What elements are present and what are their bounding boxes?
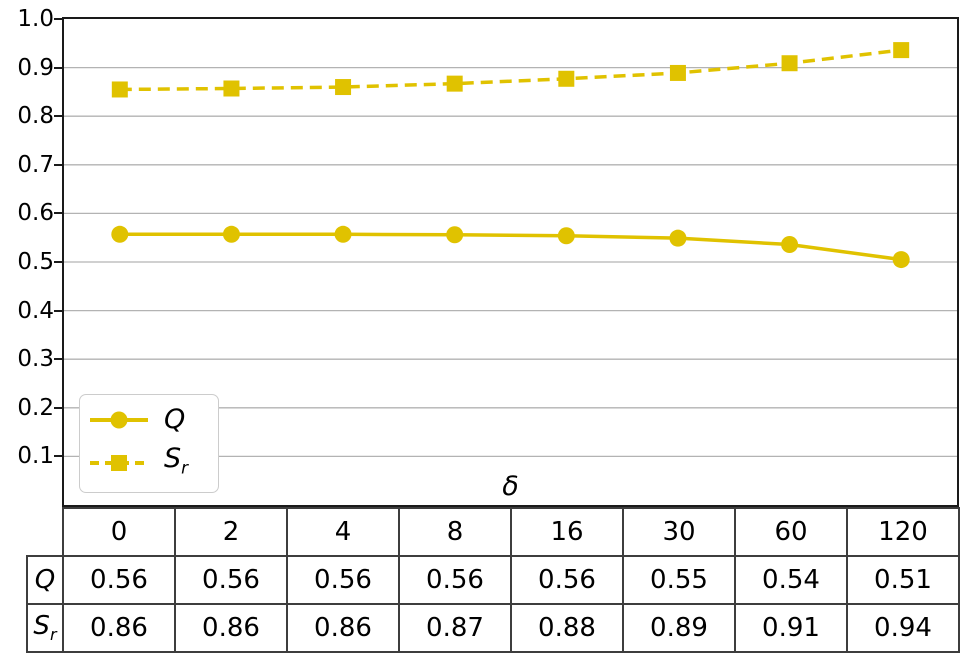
- legend-sample-solid-circle: [90, 411, 148, 429]
- y-tick-mark: [54, 309, 62, 312]
- marker-square: [335, 79, 352, 96]
- table-cell: 0.55: [622, 555, 736, 605]
- legend-sample-dashed-square: [90, 455, 148, 472]
- y-tick-label: 0.5: [17, 249, 54, 275]
- y-tick-mark: [54, 163, 62, 166]
- legend: Q Sr: [79, 394, 219, 493]
- table-cell: 0.87: [398, 603, 512, 653]
- marker-circle: [446, 226, 464, 244]
- table-cell: 0.89: [622, 603, 736, 653]
- table-cell: 0.94: [846, 603, 960, 653]
- y-tick-mark: [54, 115, 62, 118]
- table-row: Q 0.56 0.56 0.56 0.56 0.56 0.55 0.54 0.51: [26, 555, 960, 605]
- data-table: 0 2 4 8 16 30 60 120 Q 0.56 0.56 0.56 0.56 0.56 0.55 0.…: [26, 507, 960, 653]
- table-header-cell: 30: [622, 507, 736, 557]
- marker-square: [669, 64, 686, 81]
- marker-square: [111, 81, 128, 98]
- legend-label: Q: [164, 403, 186, 435]
- table-cell: 0.56: [62, 555, 176, 605]
- y-tick-mark: [54, 66, 62, 69]
- legend-item-q: Q: [88, 403, 208, 435]
- marker-square: [223, 80, 240, 97]
- legend-marker-square: [111, 455, 127, 472]
- y-tick-label: 0.2: [17, 394, 54, 421]
- table-cell: 0.56: [286, 555, 400, 605]
- row-label-cell: Sr: [26, 603, 64, 653]
- series-line-q: [119, 232, 902, 262]
- y-tick-mark: [54, 406, 62, 409]
- y-tick-mark: [54, 212, 62, 215]
- series-line-s: [119, 48, 902, 92]
- table-cell: 0.86: [62, 603, 176, 653]
- y-tick-mark: [54, 18, 62, 20]
- marker-circle: [892, 251, 910, 269]
- marker-circle: [222, 225, 240, 243]
- table-cell: 0.56: [510, 555, 624, 605]
- table-row: Sr 0.86 0.86 0.86 0.87 0.88 0.89 0.91 0.94: [26, 603, 960, 653]
- legend-item-s: Sr: [88, 442, 208, 482]
- table-cell: 0.56: [174, 555, 288, 605]
- legend-marker-circle: [110, 411, 128, 429]
- y-tick-label: 0.1: [17, 443, 54, 470]
- table-header-cell: 8: [398, 507, 512, 557]
- table-cell: 0.86: [174, 603, 288, 653]
- table-header-cell: 16: [510, 507, 624, 557]
- marker-square: [446, 75, 463, 92]
- y-tick-label: 0.4: [17, 297, 54, 324]
- marker-circle: [334, 225, 352, 243]
- y-tick-label: 0.7: [17, 151, 54, 178]
- y-tick-label: 0.9: [17, 54, 54, 81]
- marker-square: [781, 55, 798, 72]
- marker-square: [893, 42, 910, 59]
- row-label-cell: Q: [26, 555, 64, 605]
- y-tick-mark: [54, 455, 62, 458]
- table-cell: 0.51: [846, 555, 960, 605]
- marker-circle: [781, 236, 799, 254]
- table-cell: 0.91: [734, 603, 848, 653]
- table-header-cell: 60: [734, 507, 848, 557]
- table-header-cell: 4: [286, 507, 400, 557]
- table-header-cell: 0: [62, 507, 176, 557]
- table-cell: 0.54: [734, 555, 848, 605]
- table-header-cell: 120: [846, 507, 960, 557]
- table-corner-cell: [27, 508, 63, 556]
- table-header-cell: 2: [174, 507, 288, 557]
- y-tick-label: 0.3: [17, 346, 54, 373]
- legend-label: Sr: [164, 442, 189, 478]
- table-cell: 0.86: [286, 603, 400, 653]
- table-cell: 0.56: [398, 555, 512, 605]
- table-cell: 0.88: [510, 603, 624, 653]
- x-axis-label: δ: [502, 471, 519, 502]
- y-tick-label: 0.8: [17, 103, 54, 130]
- y-tick-label: 0.6: [17, 200, 54, 227]
- table-header-row: 0 2 4 8 16 30 60 120: [27, 507, 960, 557]
- marker-square: [558, 70, 575, 87]
- y-tick-mark: [54, 261, 62, 263]
- y-tick-label: 1.0: [17, 6, 54, 32]
- marker-circle: [557, 227, 575, 245]
- marker-circle: [111, 225, 129, 243]
- marker-circle: [669, 229, 687, 247]
- y-tick-mark: [54, 358, 62, 361]
